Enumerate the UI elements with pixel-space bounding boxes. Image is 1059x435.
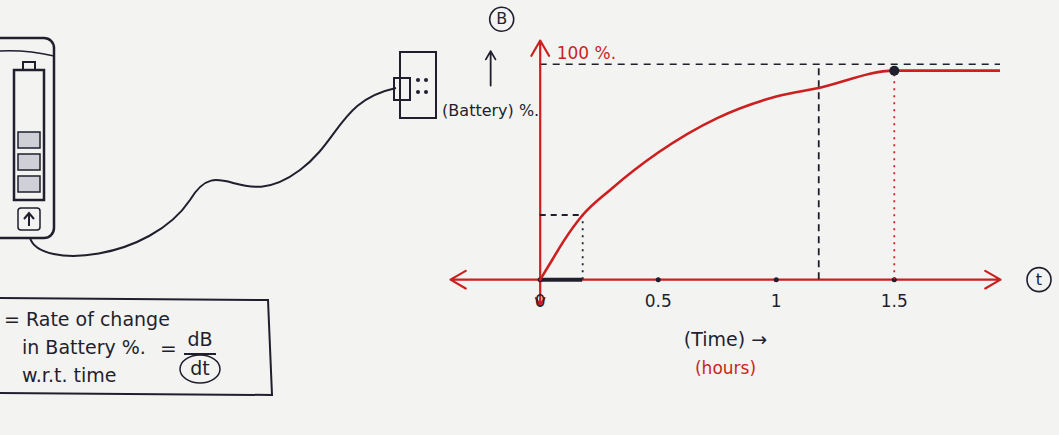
- svg-text:1: 1: [771, 291, 782, 311]
- svg-text:t: t: [1036, 270, 1042, 289]
- svg-text:=: =: [160, 336, 177, 360]
- svg-text:B: B: [496, 9, 507, 28]
- svg-text:w.r.t. time: w.r.t. time: [22, 364, 116, 386]
- svg-text:100 %.: 100 %.: [557, 43, 616, 63]
- svg-text:in Battery %.: in Battery %.: [22, 336, 146, 358]
- svg-text:0.5: 0.5: [645, 291, 672, 311]
- svg-text:(hours): (hours): [695, 358, 756, 378]
- svg-text:= Rate of change: = Rate of change: [4, 308, 170, 330]
- svg-text:dt: dt: [190, 357, 210, 379]
- svg-text:(Battery) %.: (Battery) %.: [442, 101, 539, 120]
- svg-text:1.5: 1.5: [881, 291, 908, 311]
- svg-text:(Time) →: (Time) →: [684, 328, 767, 350]
- svg-text:dB: dB: [187, 328, 212, 350]
- svg-text:0: 0: [535, 291, 546, 311]
